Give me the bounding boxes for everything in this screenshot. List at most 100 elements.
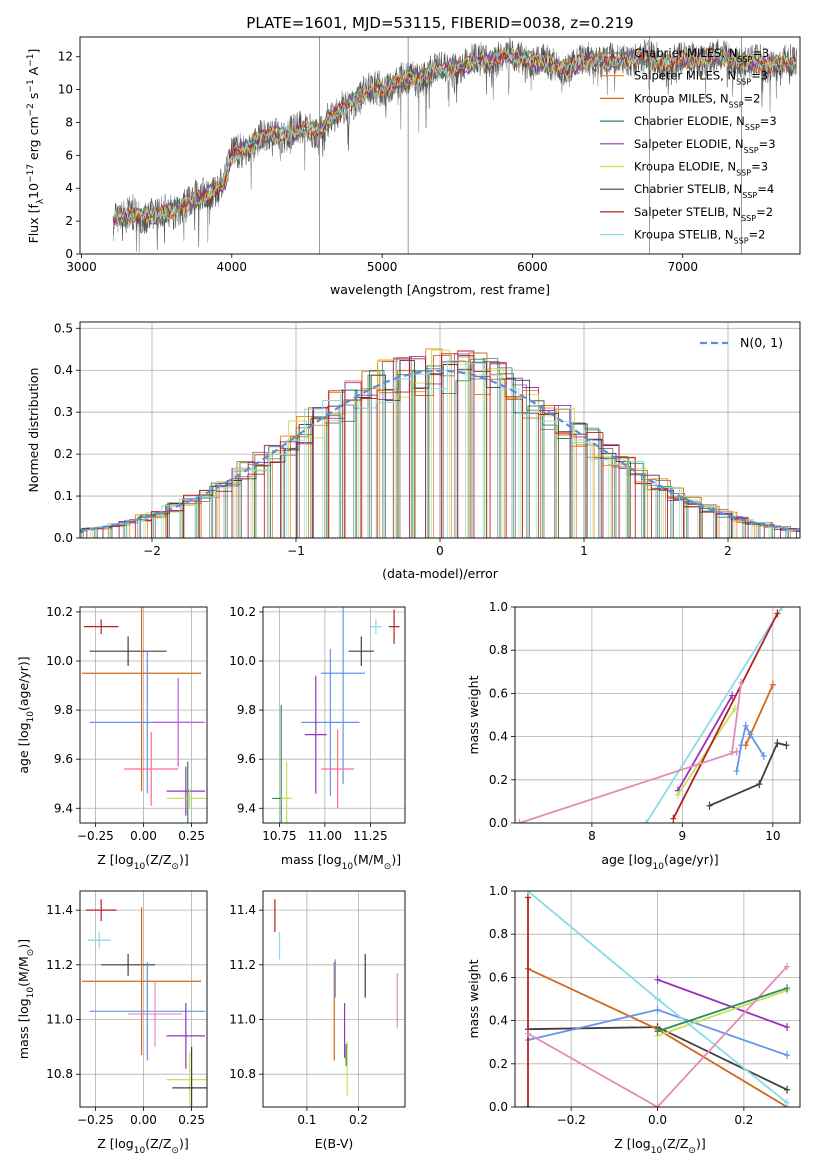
weight-vs-age-marker — [516, 819, 523, 823]
mass-vs-z-ylabel-part: (M/M — [16, 956, 31, 987]
residuals-ytick-label: 0.5 — [54, 321, 73, 335]
age-vs-mass-ytick-label: 9.4 — [237, 801, 256, 815]
legend-nssp: =3 — [751, 160, 768, 174]
spectrum-ytick-label: 0 — [65, 247, 73, 261]
weight-vs-z-marker — [654, 1103, 661, 1107]
weight-vs-age-marker — [774, 739, 781, 748]
spectrum-xtick-label: 7000 — [667, 260, 698, 274]
mass-vs-z-ylabel: mass [log10(M/M⊙)] — [16, 939, 36, 1059]
figure-title: PLATE=1601, MJD=53115, FIBERID=0038, z=0… — [246, 14, 633, 32]
weight-vs-z-xlabel-part: (Z/Z — [662, 1136, 688, 1151]
age-vs-mass-ytick-label: 9.6 — [237, 752, 256, 766]
mass-vs-ebv-frame — [262, 890, 406, 1108]
weight-vs-age-series-5 — [645, 607, 783, 823]
legend-nssp: =3 — [760, 114, 777, 128]
weight-vs-age-series-8 — [731, 682, 743, 752]
weight-vs-z-marker — [784, 1098, 791, 1107]
weight-vs-age-xtick-label: 9 — [679, 829, 687, 843]
weight-vs-z-marker — [784, 1085, 791, 1094]
mass-vs-z-ylabel-part: 10 — [26, 987, 36, 999]
weight-vs-age-ytick-label: 0.0 — [489, 816, 508, 830]
weight-vs-z-xtick-label: 0.0 — [648, 1113, 667, 1127]
weight-vs-age-series-3 — [677, 695, 733, 792]
legend-label: Chabrier ELODIE, N — [634, 114, 745, 128]
legend-label: Salpeter STELIB, N — [634, 205, 741, 219]
legend-entry-8: Kroupa STELIB, NSSP=2 — [634, 228, 765, 246]
residual-histograms — [80, 348, 800, 538]
weight-vs-age-marker — [774, 609, 781, 618]
hist-series-7 — [80, 350, 800, 532]
weight-vs-age-marker — [747, 730, 754, 739]
legend-label: Chabrier STELIB, N — [634, 182, 742, 196]
age-vs-mass-xlabel-part: 10 — [342, 862, 354, 872]
mass-vs-z-xtick-label: 0.25 — [178, 1113, 205, 1127]
hist-series-6 — [80, 359, 800, 533]
mass-vs-z-ylabel-part: ⊙ — [26, 949, 36, 957]
weight-vs-age-xlabel: age [log10(age/yr)] — [601, 852, 718, 872]
mass-vs-ebv-xtick-label: 0.1 — [297, 1113, 316, 1127]
weight-vs-age-series-7 — [519, 750, 737, 823]
weight-vs-z-xlabel-part: 10 — [651, 1146, 663, 1156]
weight-vs-z-ytick-label: 0.2 — [489, 1057, 508, 1071]
spectrum-ytick-label: 10 — [58, 83, 73, 97]
weight-vs-age-marker — [738, 741, 745, 750]
age-vs-z-ylabel-part: age [log — [16, 722, 31, 773]
weight-vs-z-xlabel: Z [log10(Z/Z⊙)] — [614, 1136, 705, 1156]
legend-entry-5: Kroupa ELODIE, NSSP=3 — [634, 160, 768, 178]
age-vs-mass-frame — [262, 606, 406, 824]
weight-vs-z-ytick-label: 0.4 — [489, 1014, 508, 1028]
age-vs-z-points — [81, 607, 207, 823]
mass-vs-z-xtick-label: 0.00 — [130, 1113, 157, 1127]
residuals-xtick-label: −1 — [287, 544, 305, 558]
spectrum-axes — [76, 56, 684, 258]
weight-vs-age-series-0 — [709, 742, 787, 807]
legend-label: Kroupa STELIB, N — [634, 228, 734, 242]
legend-sub: SSP — [737, 55, 752, 64]
mass-vs-z-xlabel-part: (Z/Z — [145, 1136, 171, 1151]
weight-vs-z-marker — [524, 893, 531, 902]
mass-vs-z-xlabel-part: 10 — [134, 1146, 146, 1156]
weight-vs-z-xlabel-part: )] — [696, 1136, 706, 1151]
legend-entry-1: Salpeter MILES, NSSP=3 — [634, 69, 768, 87]
weight-vs-z-frame — [514, 890, 801, 1108]
age-vs-z-xtick-label: 0.00 — [130, 829, 157, 843]
age-vs-mass-axes — [259, 607, 405, 827]
residuals-ytick-label: 0.3 — [54, 405, 73, 419]
residuals-xtick-label: 0 — [436, 544, 444, 558]
legend-nssp: =3 — [759, 137, 776, 151]
legend-sub: SSP — [734, 236, 749, 245]
weight-vs-z-lines — [524, 891, 791, 1107]
normal-curve — [80, 369, 800, 532]
age-vs-mass-xlabel-part: )] — [391, 852, 401, 867]
weight-vs-age-ytick-label: 0.2 — [489, 773, 508, 787]
mass-vs-z-ytick-label: 11.0 — [46, 1013, 73, 1027]
weight-vs-z-ytick-label: 0.0 — [489, 1100, 508, 1114]
spectrum-ylabel-part: −2 — [26, 103, 36, 116]
weight-vs-age-marker — [643, 819, 650, 823]
mass-vs-ebv-xtick-label: 0.2 — [349, 1113, 368, 1127]
weight-vs-age-xtick-label: 8 — [588, 829, 596, 843]
weight-vs-z-ytick-label: 0.6 — [489, 970, 508, 984]
mass-vs-z-ytick-label: 10.8 — [46, 1067, 73, 1081]
spectrum-xtick-label: 3000 — [66, 260, 97, 274]
age-vs-z-xtick-label: 0.25 — [178, 829, 205, 843]
spectrum-ytick-label: 12 — [58, 50, 73, 64]
weight-vs-age-marker — [783, 741, 790, 750]
mass-vs-z-xlabel-part: Z [log — [97, 1136, 133, 1151]
spectrum-ylabel-part: −1 — [26, 54, 36, 67]
legend-entry-3: Chabrier ELODIE, NSSP=3 — [634, 114, 777, 132]
legend-entry-4: Salpeter ELODIE, NSSP=3 — [634, 137, 776, 155]
spectrum-xtick-label: 5000 — [367, 260, 398, 274]
mass-vs-z-xtick-label: −0.25 — [77, 1113, 114, 1127]
age-vs-z-xlabel-part: (Z/Z — [145, 852, 171, 867]
weight-vs-age-ylabel: mass weight — [466, 675, 481, 754]
weight-vs-z-ytick-label: 1.0 — [489, 884, 508, 898]
residuals-ytick-label: 0.0 — [54, 531, 73, 545]
residuals-ytick-label: 0.2 — [54, 447, 73, 461]
weight-vs-z-marker — [524, 1103, 531, 1107]
mass-vs-z-points — [81, 899, 207, 1107]
weight-vs-age-xtick-label: 10 — [765, 829, 780, 843]
legend-nssp: =2 — [749, 228, 766, 242]
legend-entry-7: Salpeter STELIB, NSSP=2 — [634, 205, 773, 223]
